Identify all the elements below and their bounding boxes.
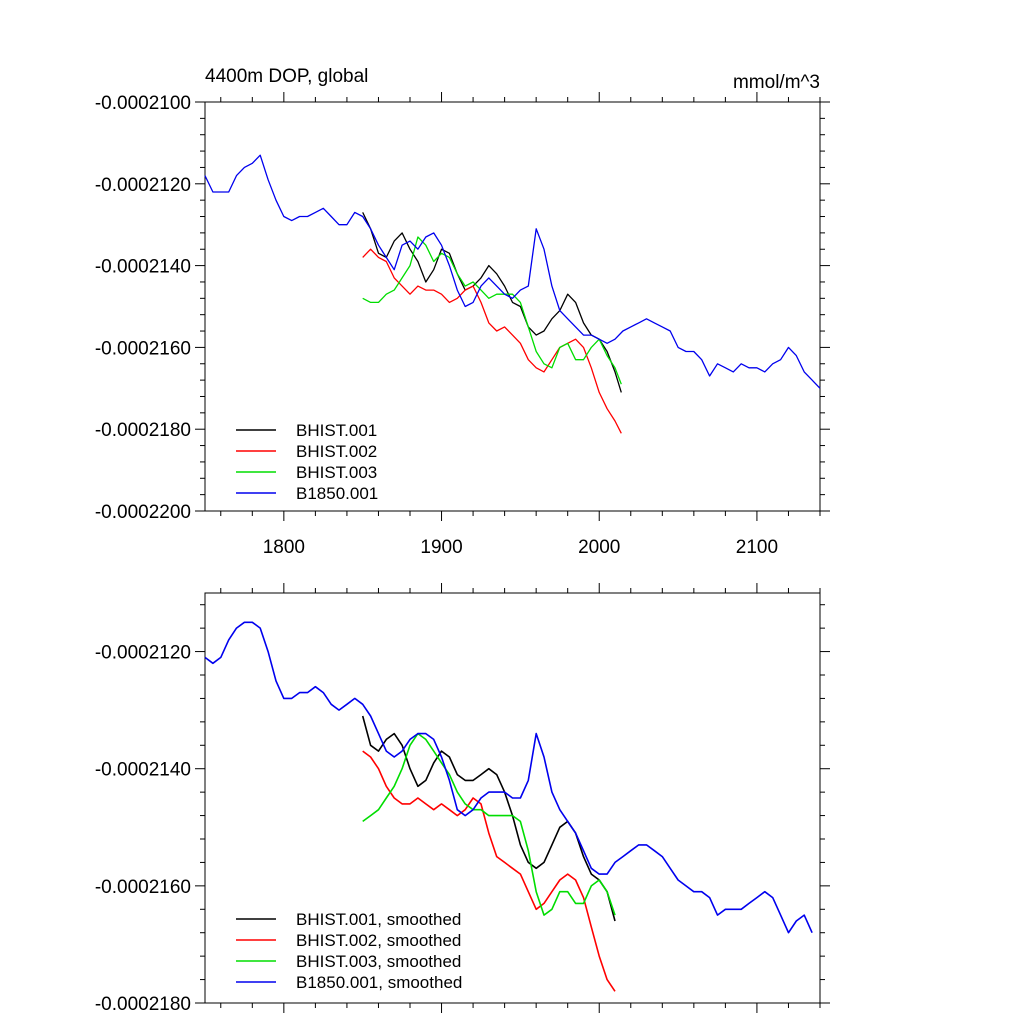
x-tick-label: 2100 <box>736 537 778 558</box>
top-series-lines <box>204 154 821 434</box>
y-tick-label: -0.0002140 <box>95 760 191 781</box>
top-plot-frame <box>204 101 821 512</box>
y-tick-label: -0.0002180 <box>95 994 191 1015</box>
y-tick-label: -0.0002140 <box>95 257 191 278</box>
legend-label: BHIST.002, smoothed <box>296 931 461 950</box>
legend-label: B1850.001 <box>296 484 378 503</box>
series-line-bhist-002-smoothed <box>362 750 616 992</box>
bottom-axis-ticks: -0.0002120 -0.0002140 -0.0002160 -0.0002180 <box>95 583 830 1015</box>
top-legend: BHIST.001 BHIST.002 BHIST.003 B1850.001 <box>236 421 378 503</box>
bottom-plot-frame <box>204 592 821 1004</box>
y-tick-label: -0.0002160 <box>95 338 191 359</box>
top-axis-ticks: 1800 1900 2000 2100 -0.0002100 -0.0002120 -0.0… <box>95 92 830 558</box>
y-tick-label: -0.0002180 <box>95 420 191 441</box>
series-line-bhist-001-smoothed <box>361 715 616 922</box>
y-tick-label: -0.0002120 <box>95 643 191 664</box>
series-line-bhist-003 <box>362 236 622 385</box>
series-line-bhist-001 <box>362 212 622 393</box>
y-tick-label: -0.0002120 <box>95 175 191 196</box>
legend-label: BHIST.001, smoothed <box>296 910 461 929</box>
bottom-panel: -0.0002120 -0.0002140 -0.0002160 -0.0002180… <box>95 583 830 1015</box>
x-tick-label: 1900 <box>420 537 462 558</box>
series-line-bhist-002 <box>362 248 622 434</box>
series-line-b1850-001-smoothed <box>204 621 813 934</box>
y-tick-label: -0.0002160 <box>95 877 191 898</box>
y-tick-label: -0.0002100 <box>95 93 191 114</box>
series-line-bhist-003-smoothed <box>362 732 616 916</box>
legend-label: B1850.001, smoothed <box>296 973 462 992</box>
x-tick-label: 1800 <box>263 537 305 558</box>
y-tick-label: -0.0002200 <box>95 502 191 523</box>
top-panel: 4400m DOP, global mmol/m^3 1800 1900 2000 2… <box>95 66 830 558</box>
legend-label: BHIST.003 <box>296 463 377 482</box>
legend-label: BHIST.003, smoothed <box>296 952 461 971</box>
top-panel-title: 4400m DOP, global <box>205 66 368 87</box>
bottom-legend: BHIST.001, smoothed BHIST.002, smoothed BH… <box>236 910 462 992</box>
x-tick-label: 2000 <box>578 537 620 558</box>
legend-label: BHIST.002 <box>296 442 377 461</box>
series-line-b1850-001 <box>204 154 821 389</box>
bottom-series-lines <box>204 621 813 992</box>
top-panel-units: mmol/m^3 <box>733 72 820 93</box>
legend-label: BHIST.001 <box>296 421 377 440</box>
